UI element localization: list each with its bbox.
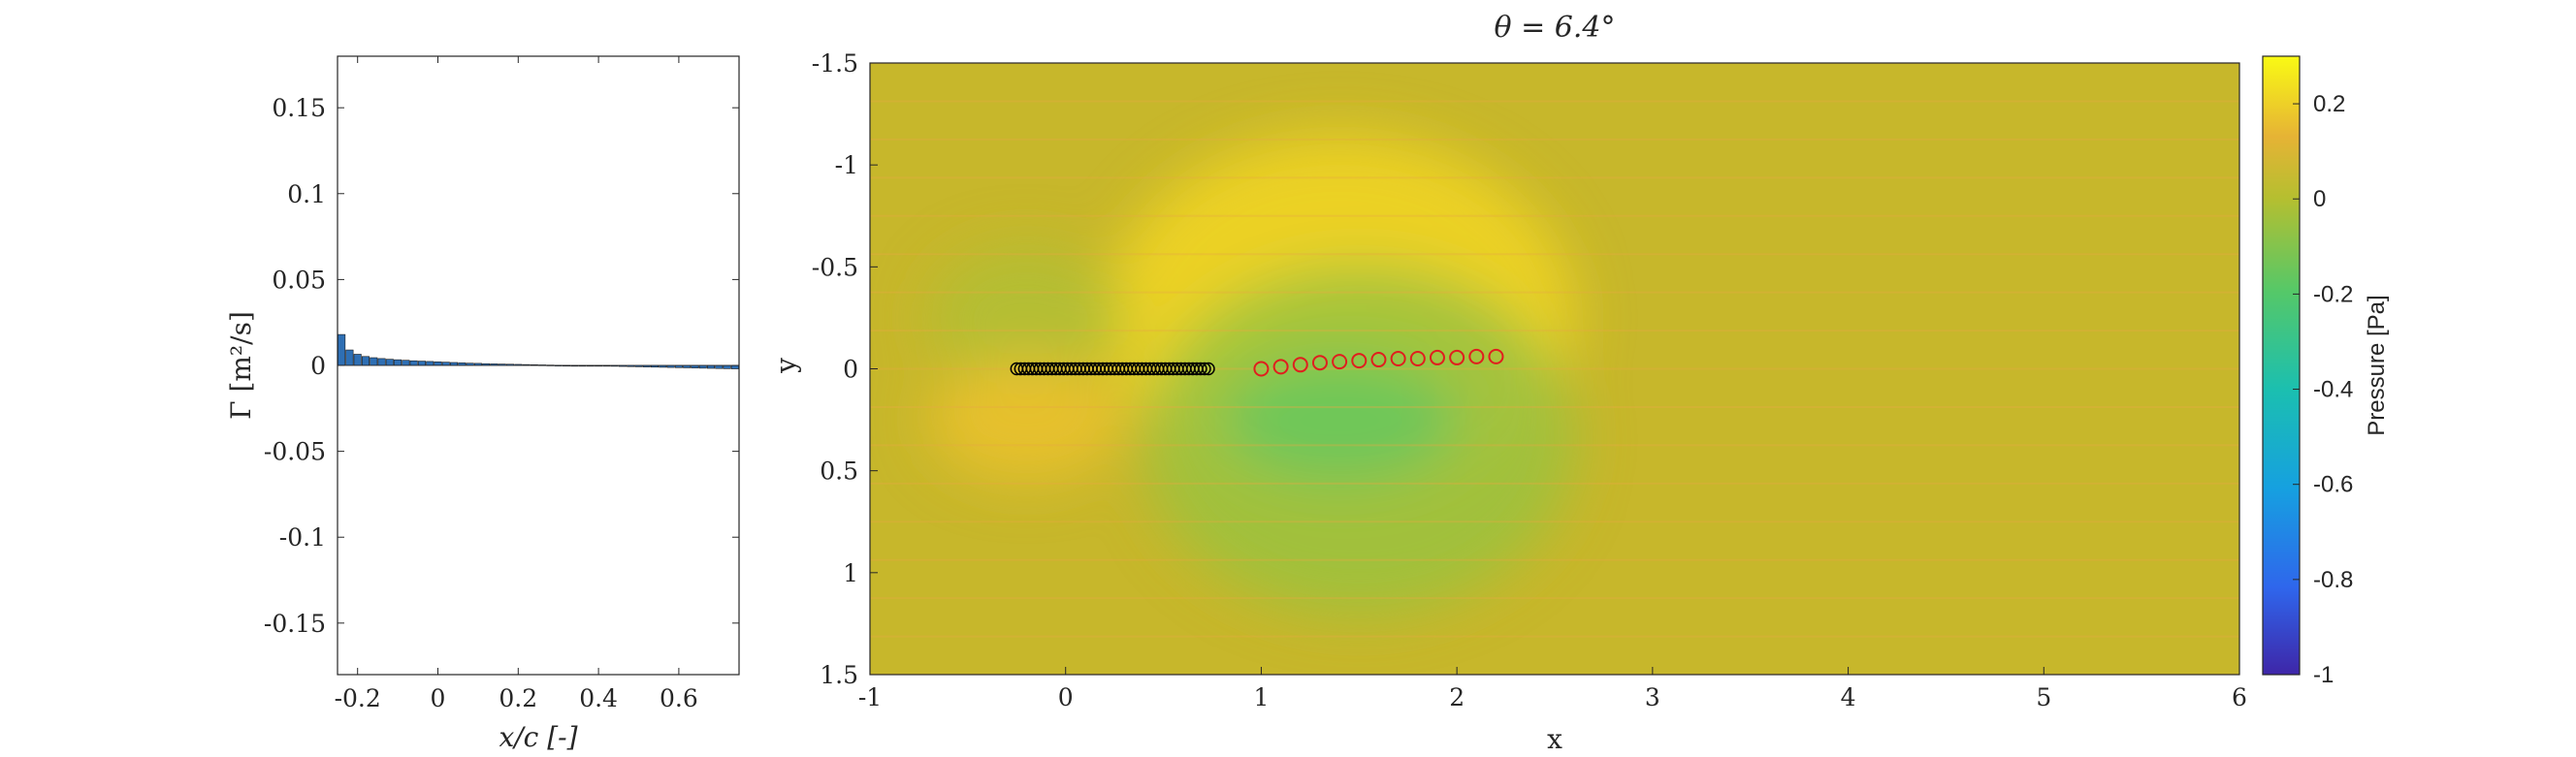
right-ytick-label: 0 [843,356,858,384]
wake-vortex-marker [1311,355,1328,371]
colorbar-tick-label: -0.4 [2313,377,2353,403]
left-chart: -0.2 0 0.2 0.4 0.6 -0.15 -0.1 -0.05 0 0.05 0.1 0.1… [225,55,740,753]
right-ylabel: y [770,358,802,374]
left-ytick-label: 0.15 [272,94,326,122]
right-title: θ = 6.4° [1495,11,1616,45]
right-xtick-label: 1 [1253,683,1269,711]
pressure-region [1222,358,1458,482]
wake-vortex-marker [1253,361,1270,377]
right-xtick-label: 3 [1645,683,1660,711]
right-xtick-label: 6 [2232,683,2247,711]
left-bar [715,364,724,369]
wake-vortex-marker [1272,359,1289,375]
colorbar-tick-label: 0 [2313,186,2326,212]
left-xtick-label: 0.4 [579,684,618,712]
left-bar [370,357,378,366]
left-bar [409,360,418,366]
left-bar [377,358,386,366]
right-yticks: -1.5 -1 -0.5 0 0.5 1 1.5 [812,49,878,689]
wake-vortex-marker [1409,350,1426,366]
left-bar [394,359,402,366]
left-bar [402,360,410,366]
bound-vortex-marker [1198,362,1211,376]
bound-vortices [1010,362,1215,376]
right-xticks: -1 0 1 2 3 4 5 6 [858,667,2247,711]
colorbar-gradient [2262,55,2301,676]
left-ytick-label: -0.05 [264,438,326,466]
colorbar-tick-label: 0.2 [2313,91,2345,117]
right-ytick-label: 1.5 [820,661,858,689]
left-bar [353,354,362,366]
right-xtick-label: 2 [1449,683,1465,711]
wake-vortex-marker [1370,352,1387,368]
colorbar: 0.2 0 -0.2 -0.4 -0.6 -0.8 -1 Pressure [Pa] [2262,55,2390,688]
wake-vortex-marker [1351,353,1368,369]
left-ytick-label: 0 [310,352,326,380]
flow-streaks [870,63,2239,675]
left-xtick-label: 0 [431,684,446,712]
bound-vortex-marker [1202,362,1215,376]
wake-vortices [1253,348,1504,377]
left-bar [434,361,442,366]
left-xticks: -0.2 0 0.2 0.4 0.6 [335,56,698,712]
wake-vortex-marker [1429,349,1445,365]
right-ytick-label: 0.5 [820,457,858,486]
left-bar [441,362,450,366]
wake-vortex-marker [1468,348,1485,364]
colorbar-ticks: 0.2 0 -0.2 -0.4 -0.6 -0.8 -1 [2293,91,2353,688]
bound-vortex-marker [1194,362,1208,376]
wake-vortex-marker [1488,348,1504,364]
left-ytick-label: 0.05 [272,266,326,294]
right-ytick-label: -1.5 [812,49,858,78]
left-ylabel: Γ [m²/s] [225,311,257,420]
right-xlabel: x [1547,723,1562,755]
wake-vortex-marker [1390,350,1406,366]
right-xtick-label: 5 [2036,683,2051,711]
wake-vortex-marker [1292,357,1308,373]
left-bar [706,364,716,369]
right-ytick-label: -1 [835,151,858,179]
pressure-field-regions [928,134,1575,614]
colorbar-label: Pressure [Pa] [2364,295,2390,435]
right-ytick-label: 1 [843,559,858,587]
left-xtick-label: 0.2 [499,684,537,712]
right-xtick-label: -1 [858,683,882,711]
left-xtick-label: -0.2 [335,684,381,712]
left-ytick-label: 0.1 [287,180,326,208]
right-chart: -1 0 1 2 3 4 5 6 -1.5 -1 -0.5 0 0.5 1 1.5 x y θ = 6.4… [770,11,2247,755]
right-ytick-label: -0.5 [812,253,858,281]
right-xtick-label: 4 [1841,683,1856,711]
left-bar [345,349,354,366]
wake-vortex-marker [1332,354,1348,370]
left-bar [385,359,394,366]
left-xtick-label: 0.6 [660,684,698,712]
left-ytick-label: -0.15 [264,610,326,638]
left-bar [361,356,370,366]
left-bar [417,361,426,366]
colorbar-tick-label: -0.6 [2313,472,2353,498]
left-bar [730,364,739,369]
left-bar [698,364,707,369]
left-bars [338,333,739,369]
left-bar [426,361,435,366]
left-bar [723,364,731,369]
colorbar-tick-label: -0.8 [2313,567,2353,593]
colorbar-tick-label: -1 [2313,662,2334,688]
pressure-region [928,358,1125,482]
left-bar [450,362,459,366]
left-yticks: -0.15 -0.1 -0.05 0 0.05 0.1 0.15 [264,94,739,638]
wake-vortex-marker [1449,349,1465,365]
left-bar [338,333,346,366]
pressure-region [928,246,1125,390]
left-ytick-label: -0.1 [279,523,326,552]
colorbar-tick-label: -0.2 [2313,281,2353,307]
right-xtick-label: 0 [1058,683,1074,711]
left-xlabel: x/c [-] [499,721,577,753]
